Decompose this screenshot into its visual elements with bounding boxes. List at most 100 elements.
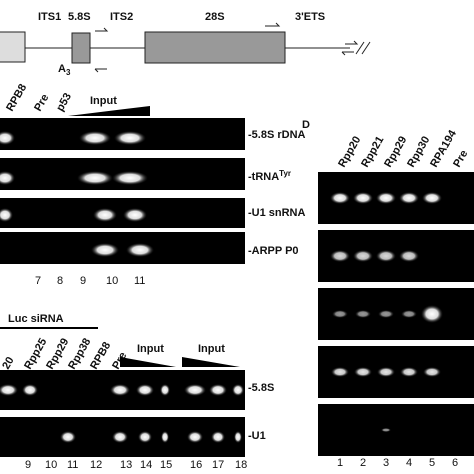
- input-label: Input: [90, 95, 117, 107]
- band: [184, 384, 206, 396]
- lane-number: 18: [235, 459, 247, 471]
- lane-number: 6: [452, 457, 458, 469]
- band: [399, 250, 419, 262]
- band: [187, 431, 203, 443]
- region-label: ITS2: [110, 11, 133, 23]
- band: [376, 192, 396, 204]
- input-wedge: [120, 357, 176, 367]
- region-label: 3'ETS: [295, 11, 325, 23]
- band: [422, 192, 442, 204]
- input-label: Input: [137, 343, 164, 355]
- lane-number: 13: [120, 459, 132, 471]
- band: [353, 192, 373, 204]
- band: [376, 250, 396, 262]
- band-label: -5.8S: [248, 382, 274, 394]
- band: [114, 131, 146, 145]
- band: [77, 171, 113, 185]
- band: [126, 243, 154, 257]
- band: [232, 384, 244, 396]
- band: [423, 367, 441, 377]
- band: [331, 367, 349, 377]
- label-text: -U1 snRNA: [248, 207, 306, 219]
- region-label: 28S: [205, 11, 225, 23]
- lane-number: 16: [190, 459, 202, 471]
- band: [0, 208, 13, 222]
- lane-number: 10: [45, 459, 57, 471]
- band: [93, 208, 117, 222]
- region-label: 5.8S: [68, 11, 91, 23]
- band: [330, 250, 350, 262]
- lane-number: 8: [57, 275, 63, 287]
- lane-number: 14: [140, 459, 152, 471]
- band: [161, 431, 169, 443]
- band: [91, 243, 119, 257]
- lane-label: p53: [54, 91, 74, 113]
- band: [381, 428, 391, 432]
- input-wedge: [68, 106, 150, 116]
- band-label: -tRNATyr: [248, 169, 291, 183]
- band: [79, 131, 111, 145]
- label-text: -5.8S rDNA: [248, 129, 306, 141]
- band: [234, 431, 242, 443]
- band: [421, 305, 443, 323]
- input-wedge: [182, 357, 240, 367]
- band: [160, 384, 170, 396]
- band: [354, 367, 372, 377]
- band: [123, 208, 147, 222]
- band: [401, 310, 417, 318]
- band: [112, 431, 128, 443]
- lane-number: 9: [25, 459, 31, 471]
- rrna-diagram: [0, 22, 371, 73]
- panel-title: Luc siRNA: [8, 313, 64, 325]
- lane-number: 9: [80, 275, 86, 287]
- band: [0, 171, 15, 185]
- band: [353, 250, 373, 262]
- band: [0, 131, 15, 145]
- band: [377, 367, 395, 377]
- gel: [0, 198, 245, 228]
- lane-label: 20: [0, 355, 17, 372]
- region-label: ITS1: [38, 11, 61, 23]
- band: [332, 310, 348, 318]
- band-label: -U1: [248, 430, 266, 442]
- cleavage-site: A3: [58, 63, 71, 77]
- band-label: -5.8S rDNA: [248, 129, 306, 141]
- lane-number: 1: [337, 457, 343, 469]
- band: [209, 384, 227, 396]
- lane-label: Pre: [451, 148, 470, 169]
- band: [378, 310, 394, 318]
- label-sup: Tyr: [279, 169, 291, 178]
- band: [330, 192, 350, 204]
- gel: [318, 404, 474, 456]
- lane-number: 5: [429, 457, 435, 469]
- gel: [0, 232, 245, 264]
- band-label: -U1 snRNA: [248, 207, 306, 219]
- lane-number: 10: [106, 275, 118, 287]
- lane-label: Pre: [32, 92, 51, 113]
- band: [112, 171, 148, 185]
- lane-number: 2: [360, 457, 366, 469]
- band: [60, 431, 76, 443]
- lane-number: 17: [212, 459, 224, 471]
- band: [355, 310, 371, 318]
- band: [0, 384, 18, 396]
- band: [211, 431, 225, 443]
- label-text: -tRNA: [248, 171, 279, 183]
- label-text: A: [58, 63, 66, 75]
- lane-number: 3: [383, 457, 389, 469]
- panel-letter: D: [302, 119, 310, 131]
- lane-number: 11: [67, 459, 78, 471]
- lane-number: 12: [90, 459, 102, 471]
- lane-label: RPB8: [4, 82, 29, 113]
- band: [399, 192, 419, 204]
- band: [400, 367, 418, 377]
- band-label: -ARPP P0: [248, 245, 299, 257]
- band: [110, 384, 130, 396]
- band: [136, 384, 154, 396]
- input-label: Input: [198, 343, 225, 355]
- label-sub: 3: [66, 68, 71, 77]
- lane-number: 15: [160, 459, 172, 471]
- band: [22, 384, 38, 396]
- lane-number: 4: [406, 457, 412, 469]
